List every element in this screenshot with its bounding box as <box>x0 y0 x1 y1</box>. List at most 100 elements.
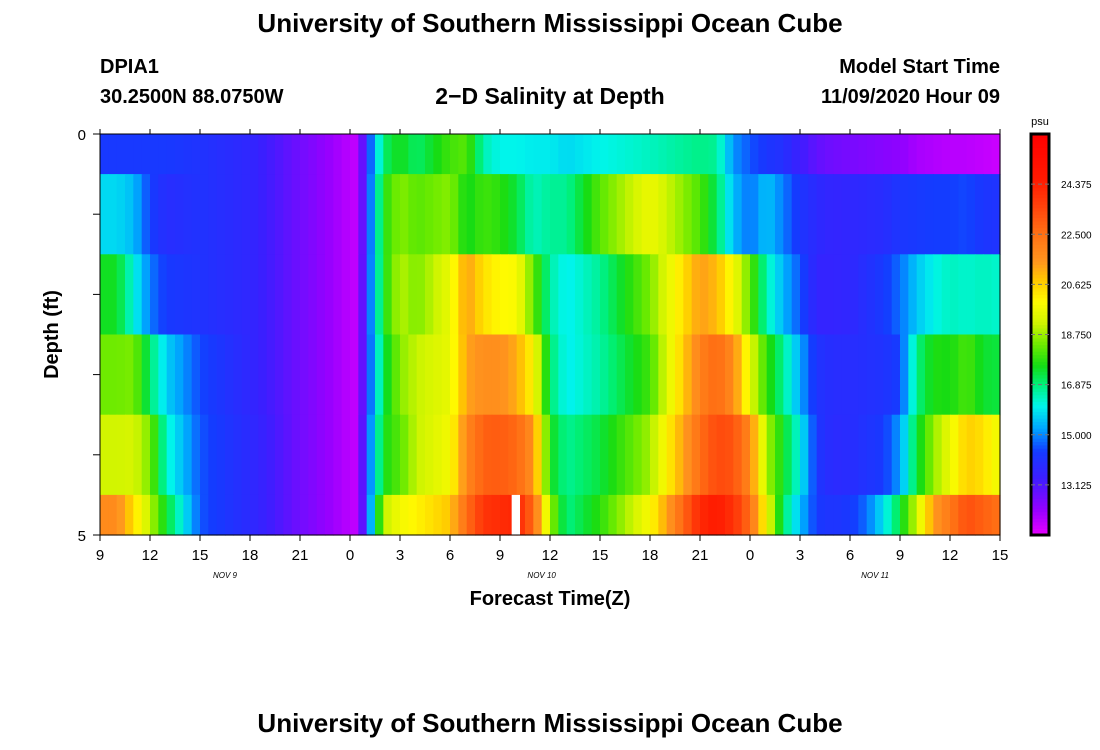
heatmap-cell <box>558 134 568 175</box>
heatmap-cell <box>216 414 226 496</box>
colorbar-segment <box>1031 468 1049 473</box>
colorbar-segment <box>1031 210 1049 215</box>
colorbar-segment <box>1031 364 1049 369</box>
heatmap-cell <box>991 174 1001 255</box>
heatmap-cell <box>775 254 784 336</box>
heatmap-cell <box>533 494 543 536</box>
heatmap-cell <box>700 334 709 416</box>
heatmap-cell <box>183 494 193 536</box>
heatmap-cell <box>508 254 518 336</box>
heatmap-cell <box>825 134 834 175</box>
heatmap-cell <box>325 414 334 496</box>
date-label: NOV 10 <box>527 571 556 580</box>
heatmap-cell <box>683 334 693 416</box>
heatmap-cell <box>400 254 409 336</box>
heatmap-cell <box>458 334 468 416</box>
heatmap-cell <box>466 494 476 536</box>
heatmap-cell <box>116 254 126 336</box>
colorbar-segment <box>1031 344 1049 349</box>
heatmap-cell <box>400 134 409 175</box>
colorbar-segment <box>1031 184 1049 189</box>
heatmap-cell <box>308 134 318 175</box>
colorbar-segment <box>1031 187 1049 192</box>
heatmap-cell <box>283 134 293 175</box>
colorbar-segment <box>1031 414 1049 419</box>
heatmap-cell <box>983 174 993 255</box>
heatmap-cell <box>450 174 459 255</box>
heatmap-cell <box>833 414 843 496</box>
heatmap-cell <box>750 174 759 255</box>
heatmap-cell <box>825 174 834 255</box>
heatmap-cell <box>175 414 184 496</box>
heatmap-cell <box>200 174 209 255</box>
x-tick-label: 18 <box>242 547 259 564</box>
heatmap-cell <box>666 334 676 416</box>
heatmap-cell <box>666 174 676 255</box>
colorbar-segment <box>1031 314 1049 319</box>
heatmap-cell <box>758 174 768 255</box>
colorbar-segment <box>1031 177 1049 182</box>
heatmap-cell <box>125 174 134 255</box>
heatmap-cell <box>950 334 959 416</box>
heatmap-cell <box>266 174 276 255</box>
heatmap-cell <box>983 494 993 536</box>
heatmap-cell <box>208 254 218 336</box>
heatmap-cell <box>658 414 668 496</box>
heatmap-cell <box>175 334 184 416</box>
heatmap-cell <box>875 334 884 416</box>
heatmap-cell <box>458 174 468 255</box>
colorbar-unit: psu <box>1031 116 1049 128</box>
heatmap-cell <box>383 254 393 336</box>
heatmap-cell <box>750 414 759 496</box>
heatmap-cell <box>933 494 943 536</box>
heatmap-cell <box>733 254 743 336</box>
colorbar-segment <box>1031 514 1049 519</box>
colorbar-segment <box>1031 458 1049 463</box>
colorbar-segment <box>1031 227 1049 232</box>
colorbar-segment <box>1031 277 1049 282</box>
x-tick-label: 3 <box>396 547 404 564</box>
heatmap-cell <box>416 494 426 536</box>
heatmap-cell <box>300 174 309 255</box>
heatmap-cell <box>925 134 934 175</box>
heatmap-cell <box>950 494 959 536</box>
heatmap-cell <box>825 254 834 336</box>
heatmap-cell <box>800 134 809 175</box>
heatmap-cell <box>233 494 243 536</box>
heatmap-cell <box>516 134 526 175</box>
heatmap-cell <box>583 414 593 496</box>
heatmap-cell <box>266 134 276 175</box>
colorbar-segment <box>1031 301 1049 306</box>
colorbar-segment <box>1031 401 1049 406</box>
heatmap-cell <box>733 134 743 175</box>
heatmap-cell <box>600 174 609 255</box>
colorbar-segment <box>1031 254 1049 259</box>
heatmap-cell <box>358 334 368 416</box>
heatmap-cell <box>200 254 209 336</box>
heatmap-cell <box>700 174 709 255</box>
colorbar-tick-label: 13.125 <box>1061 481 1092 492</box>
heatmap-cell <box>150 494 159 536</box>
heatmap-cell <box>483 414 493 496</box>
heatmap-cell <box>658 334 668 416</box>
heatmap-cell <box>325 254 334 336</box>
heatmap-cell <box>308 494 318 536</box>
heatmap-cell <box>650 334 659 416</box>
heatmap-cell <box>691 134 701 175</box>
colorbar-segment <box>1031 444 1049 449</box>
heatmap-cell <box>133 174 143 255</box>
heatmap-cell <box>325 334 334 416</box>
colorbar-segment <box>1031 424 1049 429</box>
heatmap-cell <box>500 134 509 175</box>
x-tick-label: 12 <box>542 547 559 564</box>
heatmap-cell <box>366 334 376 416</box>
heatmap-cell <box>716 414 726 496</box>
heatmap-cell <box>216 134 226 175</box>
colorbar-segment <box>1031 374 1049 379</box>
heatmap-cell <box>891 134 901 175</box>
heatmap-cell <box>100 134 109 175</box>
heatmap-cell <box>283 254 293 336</box>
colorbar-segment <box>1031 334 1049 339</box>
heatmap-cell <box>700 134 709 175</box>
heatmap-cell <box>741 494 751 536</box>
